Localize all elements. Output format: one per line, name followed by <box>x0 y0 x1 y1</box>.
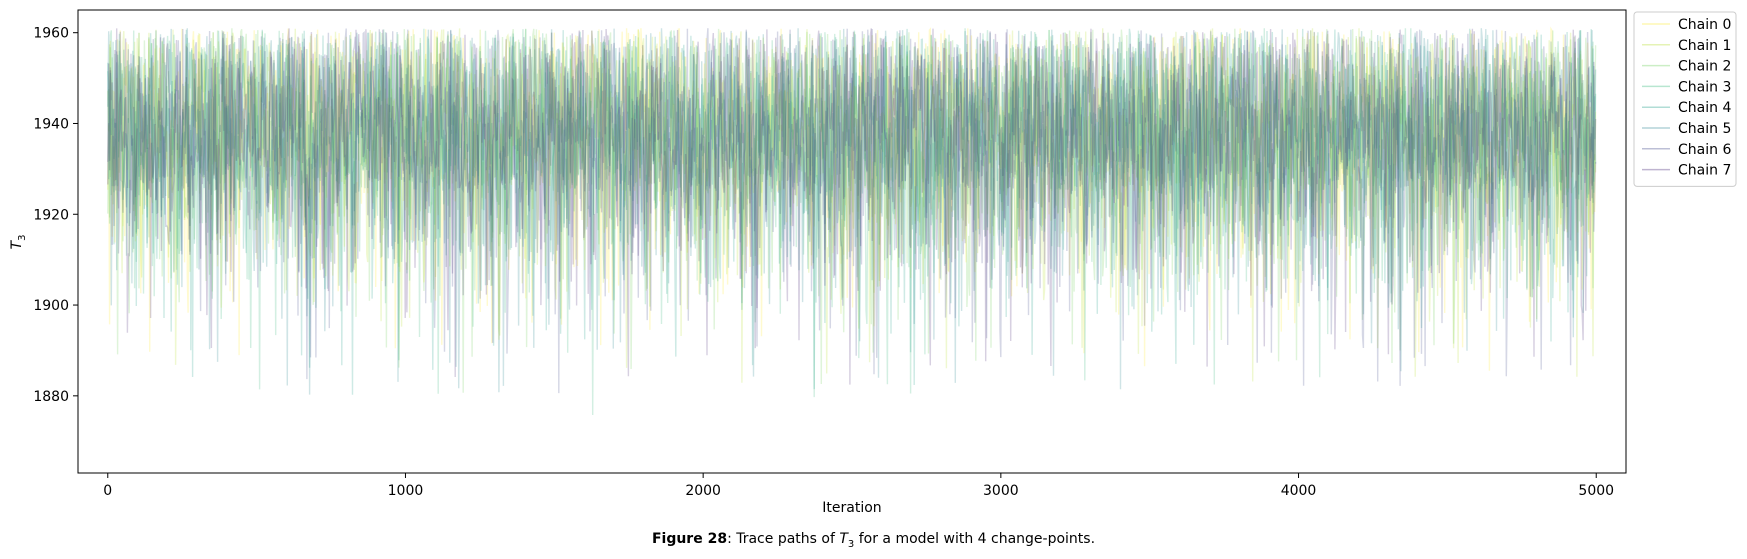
x-tick-label: 5000 <box>1578 483 1614 499</box>
trace-line-chain-2 <box>107 28 1597 393</box>
x-tick-label: 1000 <box>388 483 424 499</box>
trace-line-chain-6 <box>107 28 1597 394</box>
trace-line-chain-7 <box>107 28 1597 385</box>
x-tick-label: 0 <box>103 483 112 499</box>
trace-line-chain-1 <box>107 28 1597 383</box>
y-tick-label: 1960 <box>33 26 69 42</box>
y-tick-label: 1880 <box>33 389 69 405</box>
x-tick-label: 3000 <box>983 483 1019 499</box>
legend-label-chain-7: Chain 7 <box>1678 163 1731 179</box>
legend: Chain 0 Chain 1 Chain 2 Chain 3 Chain 4 Chain… <box>1633 11 1737 187</box>
figure-label: Figure 28 <box>651 531 728 547</box>
figure-caption: Figure 28: Trace paths of T3 for a model… <box>0 531 1747 550</box>
trace-line-chain-4 <box>107 28 1597 395</box>
legend-label-chain-4: Chain 4 <box>1678 100 1731 116</box>
caption-text-after: for a model with 4 change-points. <box>854 531 1096 547</box>
legend-label-chain-6: Chain 6 <box>1678 142 1731 158</box>
trace-lines <box>107 26 1597 416</box>
legend-label-chain-2: Chain 2 <box>1678 59 1731 75</box>
plot-area-frame <box>77 9 1627 474</box>
trace-line-chain-5 <box>107 28 1597 395</box>
trace-line-chain-3 <box>107 28 1597 416</box>
legend-label-chain-1: Chain 1 <box>1678 38 1731 54</box>
y-tick-label: 1920 <box>33 207 69 223</box>
x-tick-label: 4000 <box>1281 483 1317 499</box>
y-tick-label: 1900 <box>33 298 69 314</box>
caption-text-before: : Trace paths of <box>727 531 840 547</box>
y-tick-label: 1940 <box>33 116 69 132</box>
caption-symbol-sub: 3 <box>847 538 855 550</box>
y-axis: 1880 1900 1920 1940 1960 <box>33 26 78 405</box>
legend-box <box>1633 11 1737 187</box>
legend-label-chain-0: Chain 0 <box>1678 17 1731 33</box>
x-axis: 0 1000 2000 3000 4000 5000 <box>103 473 1614 499</box>
x-axis-label: Iteration <box>822 500 881 516</box>
trace-line-chain-0 <box>107 26 1597 371</box>
caption-symbol: T <box>839 531 848 547</box>
legend-label-chain-5: Chain 5 <box>1678 121 1731 137</box>
x-tick-label: 2000 <box>685 483 721 499</box>
y-axis-label: T3 <box>9 235 28 250</box>
legend-label-chain-3: Chain 3 <box>1678 79 1731 95</box>
